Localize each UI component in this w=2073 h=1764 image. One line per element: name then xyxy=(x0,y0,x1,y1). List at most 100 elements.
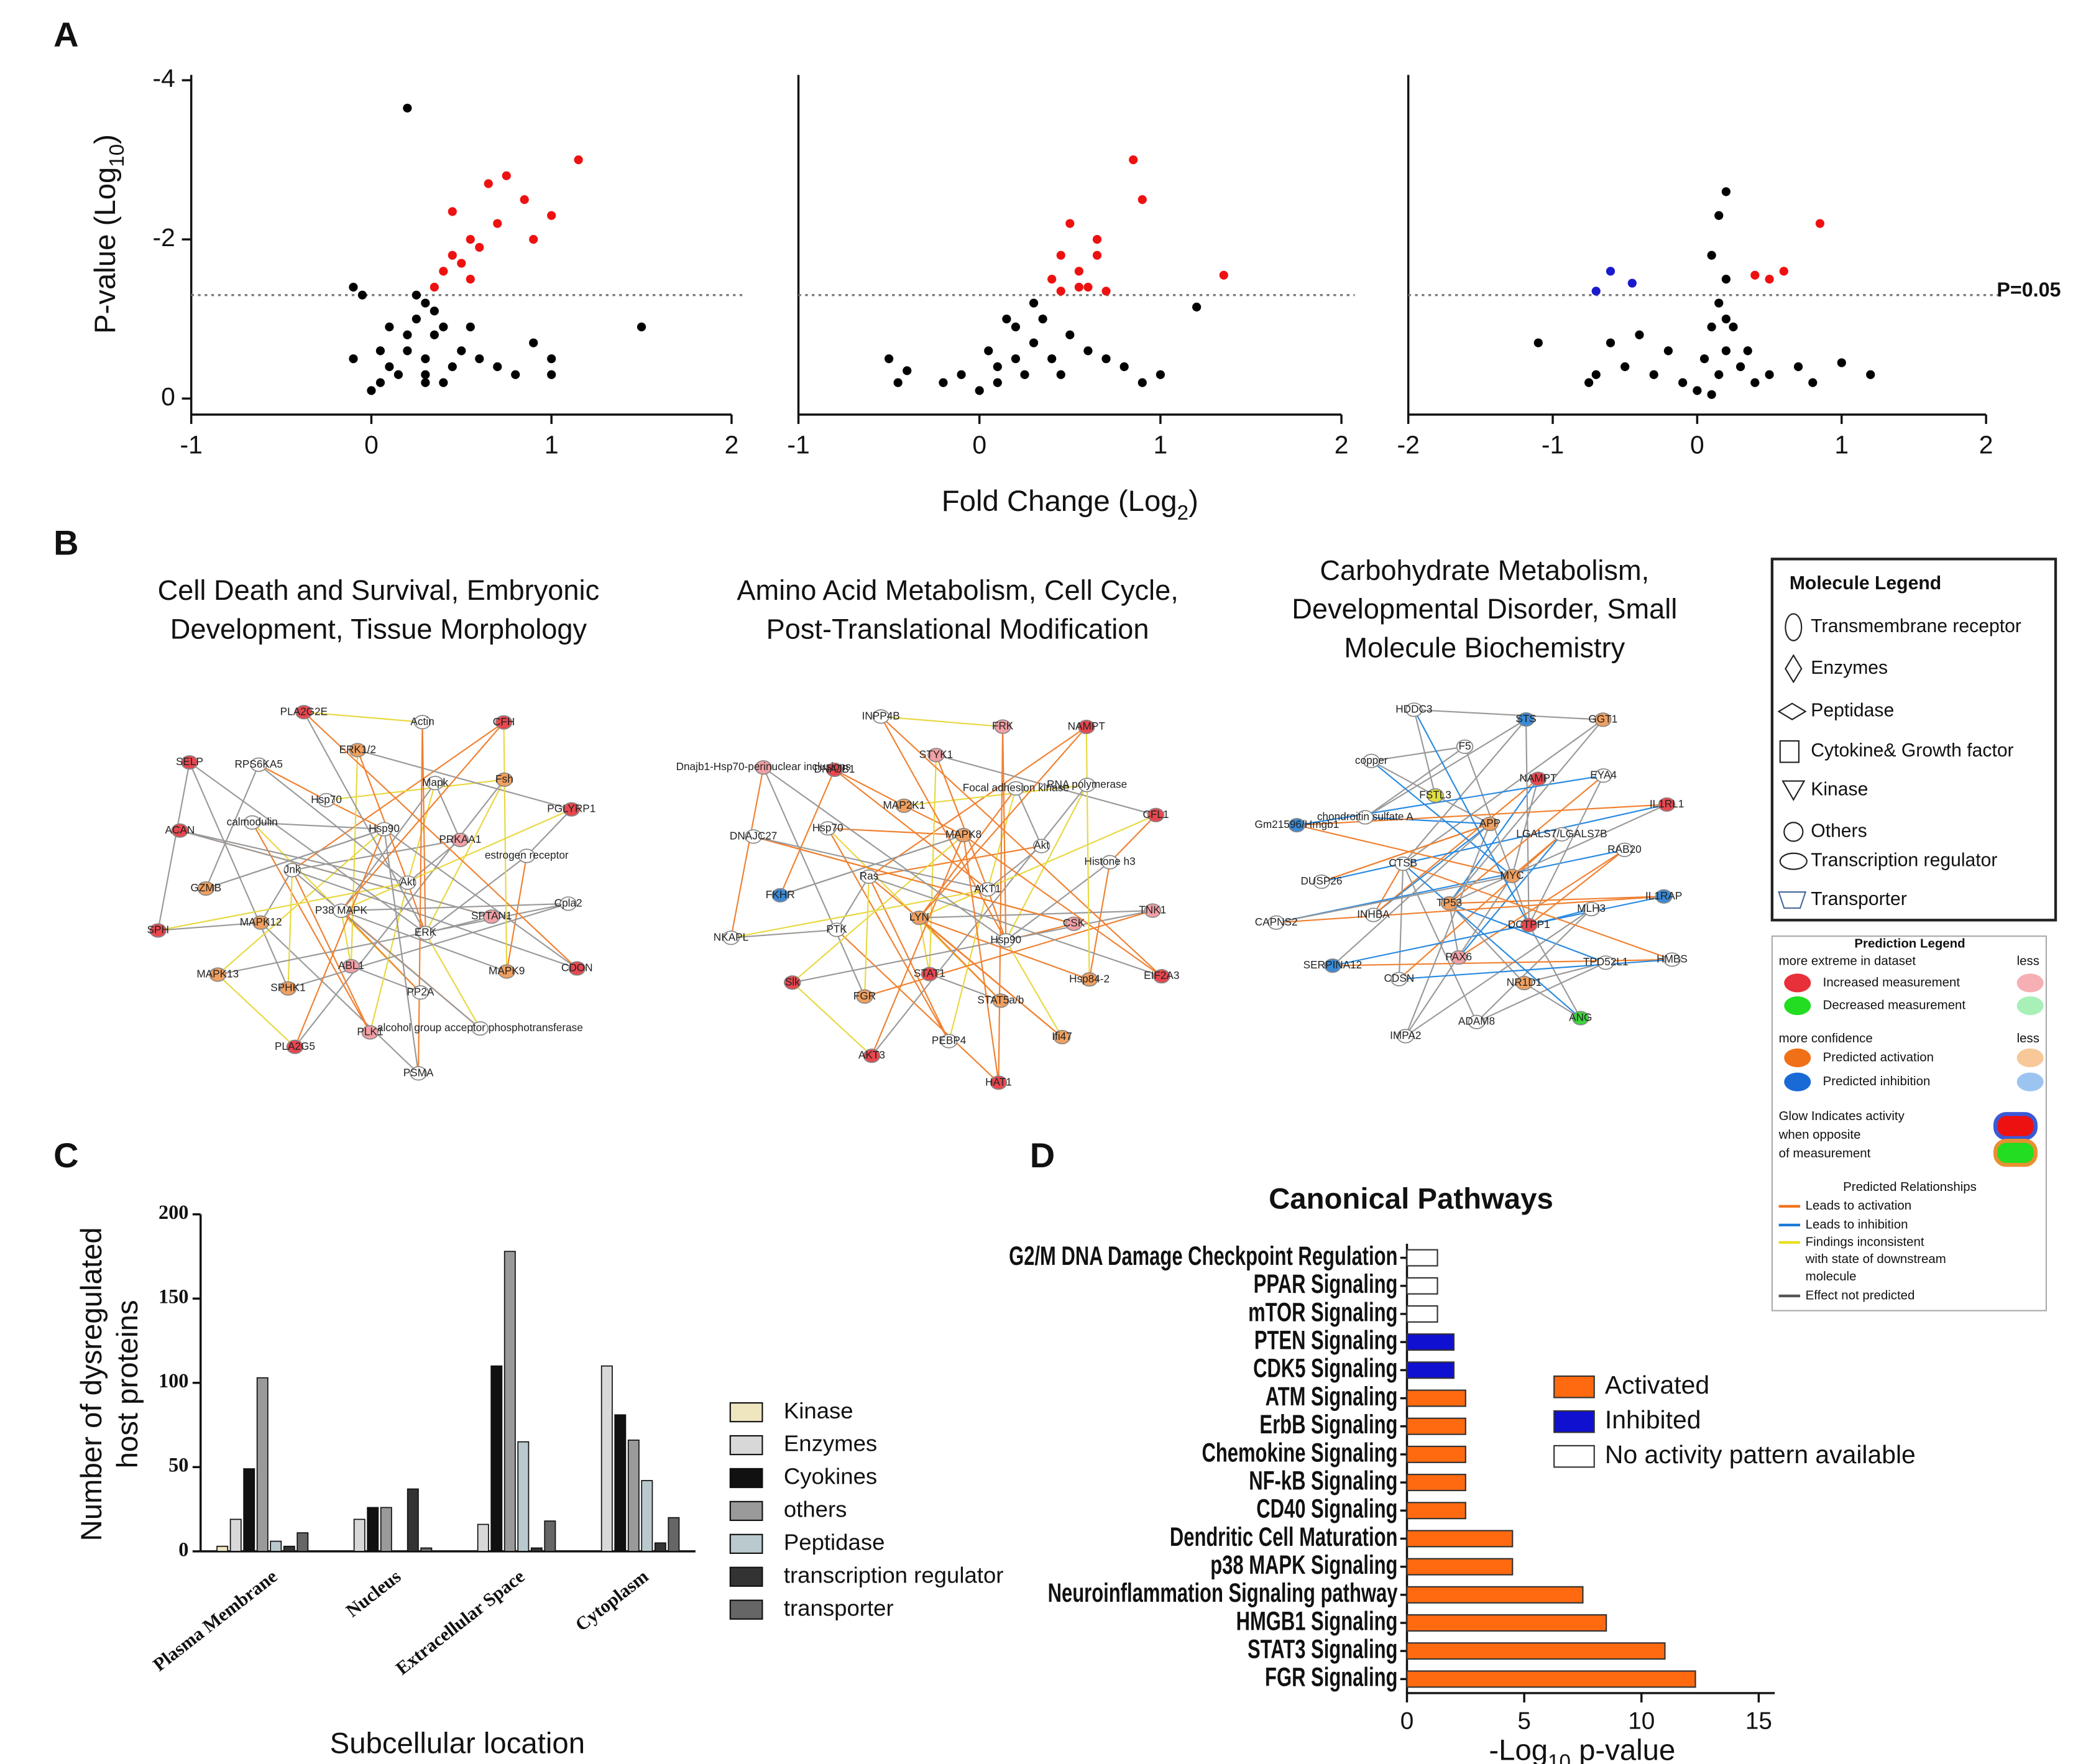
network-edge xyxy=(1398,863,1404,980)
network-node xyxy=(1267,915,1285,930)
network-node-label: Hsp90 xyxy=(369,822,400,835)
x-tick-label: 5 xyxy=(1517,1708,1531,1735)
y-tick-label: ATM Signaling xyxy=(1266,1381,1398,1411)
point xyxy=(421,298,430,308)
network-node xyxy=(872,709,889,724)
network-edge xyxy=(1109,814,1157,863)
network-edge xyxy=(180,830,492,917)
network-node xyxy=(1363,753,1380,768)
network-edge xyxy=(868,845,1042,878)
network-node-label: ERK1/2 xyxy=(339,743,376,755)
point xyxy=(547,370,556,379)
network-node xyxy=(1594,712,1612,727)
network-node xyxy=(252,915,270,930)
network-edge xyxy=(1371,746,1465,762)
prediction-legend-text: of measurement xyxy=(1779,1146,1871,1160)
x-axis-label-part: 2 xyxy=(1177,502,1188,525)
network-edge xyxy=(341,910,421,993)
network-node-label: PLK1 xyxy=(357,1026,383,1038)
bar xyxy=(1406,1389,1466,1407)
prediction-legend-text: Effect not predicted xyxy=(1806,1288,1915,1302)
network-edge xyxy=(158,922,261,932)
network-edge xyxy=(526,809,572,857)
network-edge xyxy=(1015,788,1042,847)
row-label-group: G2/M DNA Damage Checkpoint Regulation xyxy=(1009,1241,1397,1270)
point xyxy=(385,322,394,332)
point xyxy=(1707,322,1716,332)
bar xyxy=(1406,1586,1584,1604)
point xyxy=(1714,211,1724,220)
x-tick-label: 0 xyxy=(972,430,986,459)
network-edge xyxy=(1448,774,1604,904)
legend-entry: Enzymes xyxy=(1811,658,1888,678)
point xyxy=(520,195,529,204)
network-node xyxy=(1313,874,1330,889)
row-label-group: ErbB Signaling xyxy=(1259,1409,1397,1439)
network-title: Carbohydrate Metabolism, xyxy=(1320,554,1649,586)
point xyxy=(1663,346,1673,356)
prediction-legend-text: Decreased measurement xyxy=(1823,998,1966,1012)
prediction-legend-text: more extreme in dataset xyxy=(1779,953,1916,968)
network-node xyxy=(771,888,789,903)
network-node-label: PLA2G2E xyxy=(280,705,328,717)
point xyxy=(1779,267,1788,276)
network-node-label: Hsp84-2 xyxy=(1069,972,1110,985)
bar xyxy=(353,1518,365,1552)
y-axis-label-part: P-value (Log xyxy=(89,167,122,334)
y-tick-label: 200 xyxy=(159,1201,188,1223)
chart-title: Canonical Pathways xyxy=(1269,1183,1553,1216)
network-node-label: EIF2A3 xyxy=(1144,969,1179,981)
point xyxy=(1038,315,1047,324)
network-node-label: PRKAA1 xyxy=(439,833,481,845)
network-node-label: DCTPP1 xyxy=(1508,918,1550,930)
y-tick-label: CDK5 Signaling xyxy=(1253,1353,1397,1383)
network-node-label: SPHK1 xyxy=(270,981,305,994)
x-tick-label: 15 xyxy=(1745,1708,1772,1735)
prediction-legend-text: when opposite xyxy=(1778,1128,1861,1142)
point xyxy=(1635,330,1644,339)
network-node xyxy=(1658,797,1676,812)
bar xyxy=(1406,1361,1455,1379)
bar xyxy=(503,1251,516,1552)
network-node xyxy=(243,815,261,830)
y-tick-label: 100 xyxy=(159,1369,188,1392)
network-node xyxy=(722,930,740,945)
network-node xyxy=(1364,907,1382,922)
network-edge xyxy=(1276,896,1664,924)
network-edge xyxy=(1449,896,1664,904)
network-edge xyxy=(1448,903,1525,984)
legend-entry: Others xyxy=(1811,820,1867,841)
row-label-group: ATM Signaling xyxy=(1266,1381,1398,1411)
point xyxy=(1627,278,1637,288)
legend-label: others xyxy=(784,1497,847,1522)
network-edge xyxy=(1458,834,1563,958)
prediction-legend-text: less xyxy=(2017,1031,2039,1045)
network-edge xyxy=(341,809,572,912)
point xyxy=(349,354,358,364)
network-edge xyxy=(1511,778,1539,876)
bar xyxy=(490,1365,503,1552)
network-edge xyxy=(1402,719,1527,865)
network-node-label: Hsp70 xyxy=(812,821,843,834)
point xyxy=(448,250,457,260)
network-node-label: alcohol group acceptor phosphotransferas… xyxy=(377,1021,583,1034)
network-edge xyxy=(425,855,527,934)
network-node-label: NR1D1 xyxy=(1507,976,1542,988)
point xyxy=(475,354,484,364)
network-node-label: CAPNS2 xyxy=(1255,916,1298,928)
network-node xyxy=(283,863,301,878)
network-node xyxy=(1427,788,1444,803)
molecule-legend-box xyxy=(1770,558,2057,922)
prediction-legend-text: Predicted activation xyxy=(1823,1050,1934,1064)
network-node-label: NAMPT xyxy=(1068,720,1106,732)
network-node-label: ABL1 xyxy=(338,959,364,972)
x-axis-label: Fold Change (Log2) xyxy=(942,485,1198,525)
legend-entry: Transporter xyxy=(1811,889,1907,909)
panel-label: A xyxy=(53,15,78,54)
network-edge xyxy=(1528,924,1581,1019)
bar xyxy=(1406,1333,1455,1351)
point xyxy=(1138,378,1147,387)
legend-entry: Transcription regulator xyxy=(1811,850,1997,871)
row-label-group: HMGB1 Signaling xyxy=(1236,1606,1398,1635)
network-node-label: DNAJC27 xyxy=(730,829,777,842)
